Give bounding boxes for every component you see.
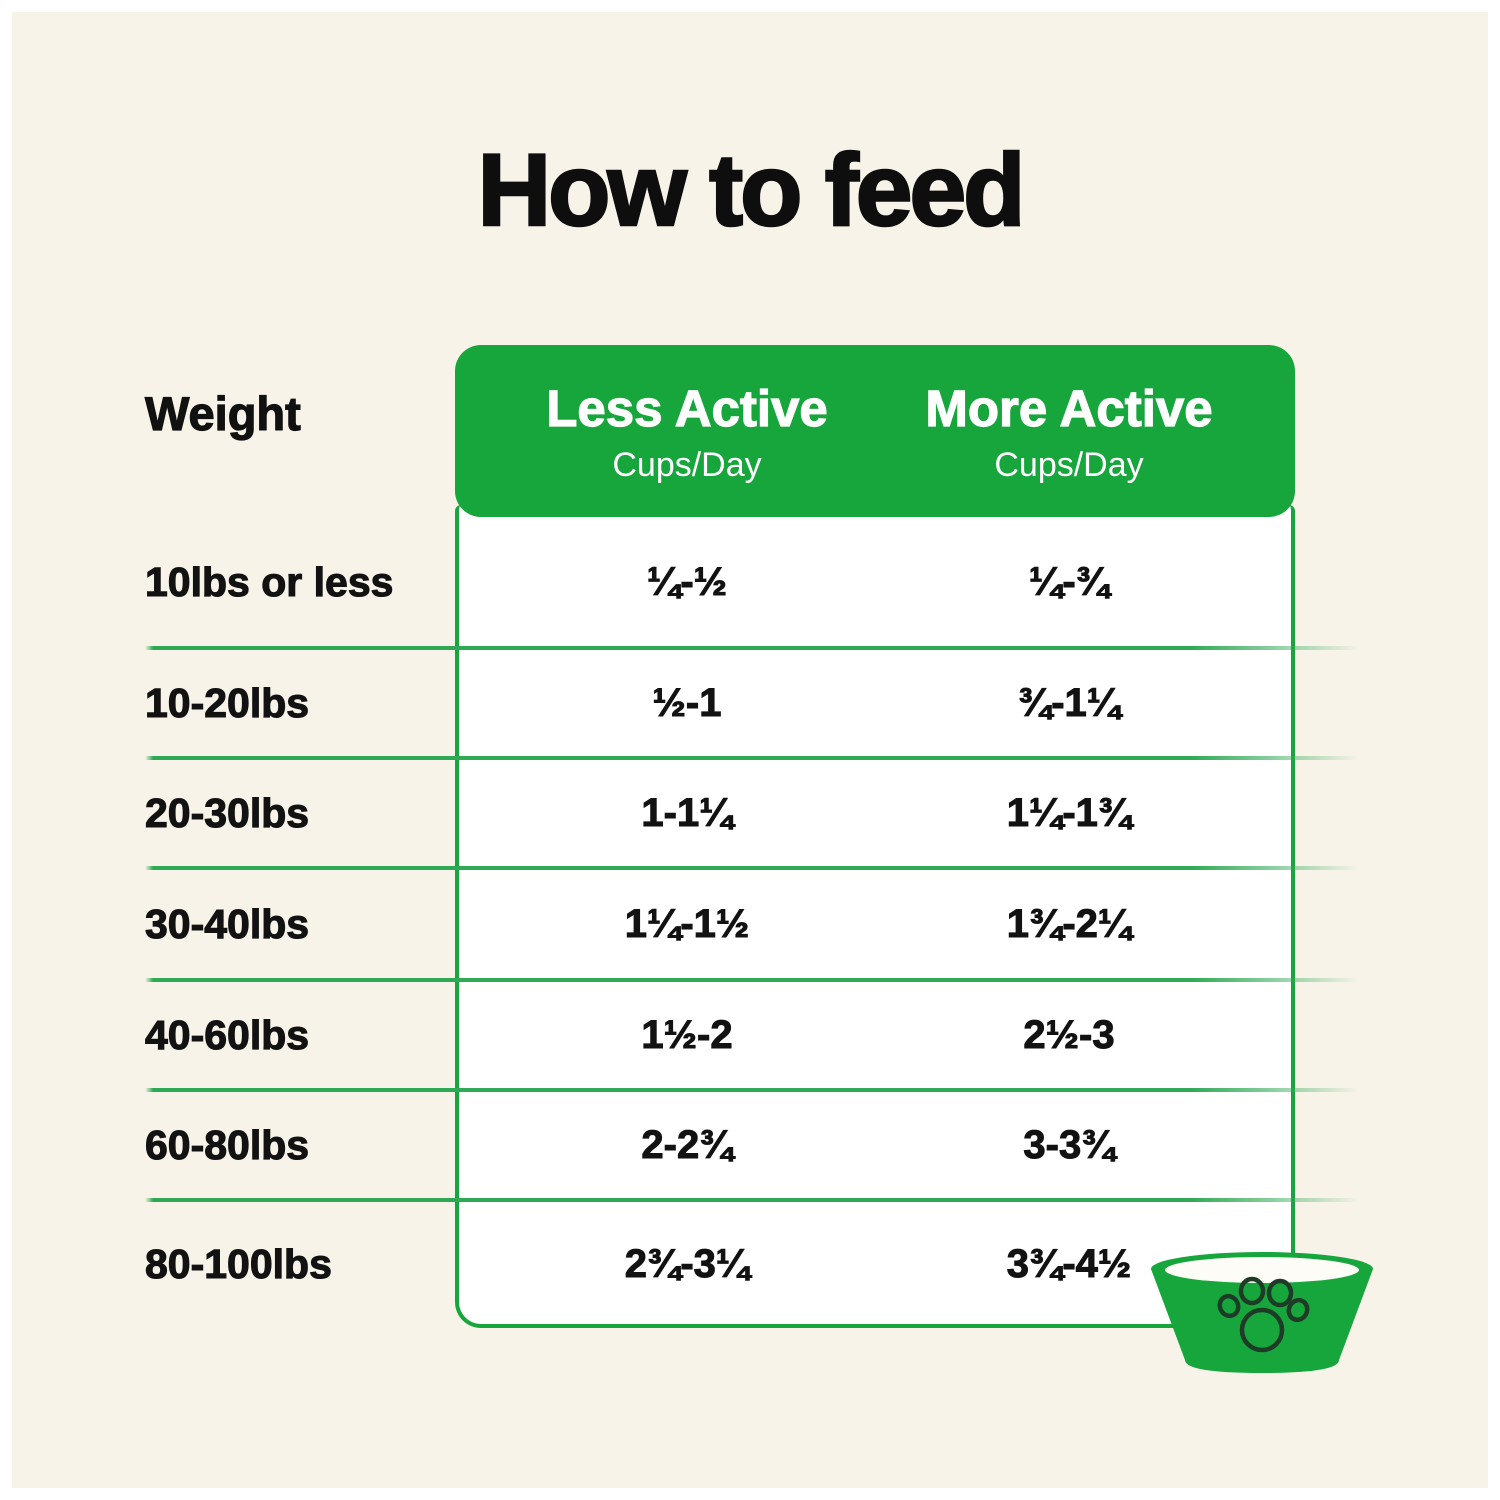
weight-cell: 40-60lbs <box>144 1011 310 1058</box>
weight-cell: 10-20lbs <box>144 679 310 726</box>
weight-cell: 30-40lbs <box>144 900 310 947</box>
more-active-cell: ¾-1¼ <box>1017 680 1121 725</box>
column-header-less-active: Less Active Cups/Day <box>455 345 919 517</box>
less-active-cell: 1-1¼ <box>641 790 733 835</box>
more-active-cell: 1¼-1¾ <box>1006 790 1132 835</box>
more-active-cell: 2½-3 <box>1023 1012 1115 1057</box>
less-active-cell: 1½-2 <box>641 1012 733 1057</box>
column-header-more-active: More Active Cups/Day <box>919 345 1219 517</box>
table-row: 20-30lbs 1-1¼ 1¼-1¾ <box>144 758 1360 870</box>
header-spacer <box>1219 345 1295 517</box>
less-active-label: Less Active <box>546 379 829 437</box>
more-active-cell: 3¾-4½ <box>1006 1241 1132 1286</box>
less-active-cell: 2-2¾ <box>641 1122 733 1167</box>
table-header: Less Active Cups/Day More Active Cups/Da… <box>455 345 1295 517</box>
less-active-cell: 1¼-1½ <box>624 901 750 946</box>
more-active-units: Cups/Day <box>994 446 1144 484</box>
less-active-cell: ½-1 <box>652 680 722 725</box>
table-rows: 10lbs or less ¼-½ ¼-¾ 10-20lbs ½-1 ¾-1¼ … <box>144 517 1360 1328</box>
table-row: 40-60lbs 1½-2 2½-3 <box>144 980 1360 1092</box>
weight-cell: 20-30lbs <box>144 789 310 836</box>
more-active-cell: 3-3¾ <box>1023 1122 1115 1167</box>
page-title: How to feed <box>476 132 1026 249</box>
less-active-cell: 2¾-3¼ <box>624 1241 750 1286</box>
weight-cell: 80-100lbs <box>144 1240 332 1287</box>
more-active-label: More Active <box>925 379 1213 437</box>
weight-column-header: Weight <box>144 386 301 440</box>
more-active-cell: 1¾-2¼ <box>1006 901 1132 946</box>
more-active-cell: ¼-¾ <box>1028 560 1110 605</box>
bowl-shape <box>1151 1252 1373 1373</box>
less-active-units: Cups/Day <box>612 446 762 484</box>
weight-cell: 60-80lbs <box>144 1121 310 1168</box>
table-row: 30-40lbs 1¼-1½ 1¾-2¼ <box>144 868 1360 982</box>
weight-cell: 10lbs or less <box>144 558 394 605</box>
table-row: 10lbs or less ¼-½ ¼-¾ <box>144 517 1360 650</box>
table-row: 80-100lbs 2¾-3¼ 3¾-4½ <box>144 1200 1360 1328</box>
dog-bowl-icon <box>1151 1252 1373 1373</box>
table-row: 10-20lbs ½-1 ¾-1¼ <box>144 648 1360 760</box>
less-active-cell: ¼-½ <box>646 560 728 605</box>
table-row: 60-80lbs 2-2¾ 3-3¾ <box>144 1090 1360 1202</box>
paw-print-icon <box>1217 1276 1310 1353</box>
table-body-panel <box>455 505 1295 1328</box>
